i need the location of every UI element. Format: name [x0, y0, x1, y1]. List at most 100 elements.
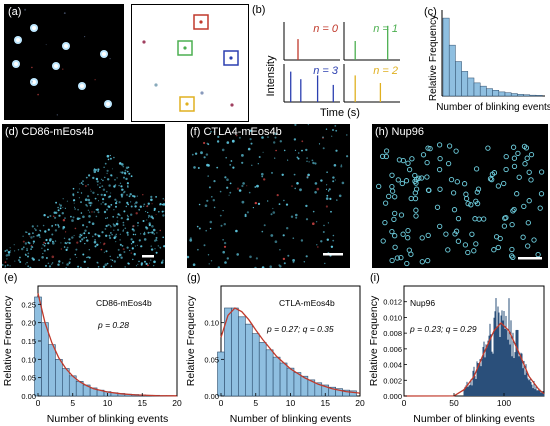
fluorescence-spot [71, 219, 74, 222]
fluorescence-spot [94, 233, 97, 236]
fluorescence-spot [58, 214, 61, 217]
fluorescence-spot [32, 235, 35, 238]
fluorescence-spot [60, 242, 62, 244]
fluorescence-spot [106, 154, 110, 158]
emitter-core [102, 52, 106, 56]
fluorescence-spot [130, 252, 132, 254]
fluorescence-spot [210, 130, 212, 133]
fluorescence-spot [86, 226, 88, 228]
nuclear-pore [405, 160, 411, 166]
fluorescence-spot [92, 235, 94, 238]
fluorescence-spot [229, 191, 232, 194]
fluorescence-spot [205, 229, 207, 232]
fluorescence-spot [261, 172, 264, 176]
fluorescence-spot [331, 135, 333, 137]
fluorescence-spot [154, 248, 156, 250]
fluorescence-spot [286, 227, 289, 230]
fluorescence-spot [194, 152, 198, 155]
fluorescence-spot [88, 174, 91, 177]
fluorescence-spot [63, 12, 66, 15]
fluorescence-spot [9, 247, 11, 249]
nuclear-pore [514, 191, 520, 197]
histogram-bar [509, 344, 511, 396]
fluorescence-spot [320, 179, 323, 182]
fluorescence-spot [32, 240, 35, 243]
fluorescence-spot [224, 261, 227, 264]
nuclear-pore [511, 206, 517, 213]
fluorescence-spot [223, 245, 227, 248]
fluorescence-spot [88, 221, 91, 224]
histogram-bar [505, 315, 507, 396]
nuclear-pore [380, 238, 386, 244]
fluorescence-spot [322, 231, 325, 233]
fluorescence-spot [80, 182, 83, 184]
fluorescence-spot [110, 174, 112, 177]
panel-h-spots [376, 142, 545, 267]
fluorescence-spot [120, 162, 122, 164]
histogram-bar [475, 378, 477, 396]
fluorescence-spot [145, 210, 147, 213]
y-axis-label: Relative Frequency [185, 295, 197, 386]
fluorescence-spot [41, 256, 44, 259]
fluorescence-spot [91, 211, 93, 213]
fluorescence-spot [113, 185, 116, 188]
fluorescence-spot [105, 217, 107, 219]
fluorescence-spot [271, 171, 273, 174]
fluorescence-spot [216, 140, 220, 143]
fluorescence-spot [57, 224, 60, 226]
fluorescence-spot [102, 198, 105, 201]
fluorescence-spot [42, 224, 45, 227]
fluorescence-spot [332, 129, 334, 131]
fluorescence-spot [163, 210, 165, 212]
fluorescence-spot [325, 205, 328, 208]
nuclear-pore [389, 172, 395, 178]
nuclear-pore [453, 228, 460, 234]
nuclear-pore [516, 174, 522, 180]
x-axis-label: Number of blinking events [47, 413, 168, 425]
y-tick-label: 0.20 [21, 319, 36, 328]
fluorescence-spot [164, 199, 165, 201]
fluorescence-spot [113, 236, 116, 240]
fluorescence-spot [204, 204, 208, 207]
histogram-bar [494, 311, 496, 396]
nuclear-pore [531, 237, 537, 243]
fluorescence-spot [315, 221, 318, 223]
fluorescence-spot [111, 259, 114, 261]
nuclear-pore [501, 223, 508, 229]
fluorescence-spot [297, 152, 300, 154]
fluorescence-spot [9, 250, 12, 252]
nuclear-pore [481, 216, 487, 222]
fluorescence-spot [140, 263, 143, 266]
fluorescence-spot [316, 187, 320, 191]
fluorescence-spot [105, 224, 108, 228]
fluorescence-spot [104, 162, 107, 165]
fluorescence-spot [226, 141, 230, 144]
scale-bar [142, 255, 154, 258]
histogram-bar [467, 386, 469, 396]
histogram-bar [486, 347, 488, 396]
y-tick-label: 0.006 [383, 345, 402, 354]
fluorescence-spot [148, 223, 151, 227]
fluorescence-spot [137, 263, 139, 265]
y-tick-label: 0.00 [204, 392, 219, 401]
panel-a-spots [12, 8, 112, 116]
fluorescence-spot [26, 247, 28, 250]
fluorescence-spot [311, 159, 314, 162]
fluorescence-spot [100, 242, 102, 244]
fluorescence-spot [153, 233, 155, 235]
nuclear-pore [395, 177, 401, 183]
fluorescence-spot [17, 249, 20, 251]
histogram-bar [286, 367, 295, 397]
fluorescence-spot [229, 182, 232, 185]
histogram-bar [504, 328, 506, 396]
fluorescence-spot [134, 233, 137, 236]
fluorescence-spot [137, 221, 139, 224]
nuclear-pore [489, 176, 495, 183]
fluorescence-spot [314, 191, 317, 194]
nuclear-pore [526, 198, 532, 204]
fluorescence-spot [88, 256, 91, 259]
fluorescence-spot [47, 242, 50, 245]
fluorescence-spot [305, 148, 308, 152]
fit-parameters: p = 0.27; q = 0.35 [266, 324, 334, 334]
fluorescence-spot [256, 184, 259, 188]
